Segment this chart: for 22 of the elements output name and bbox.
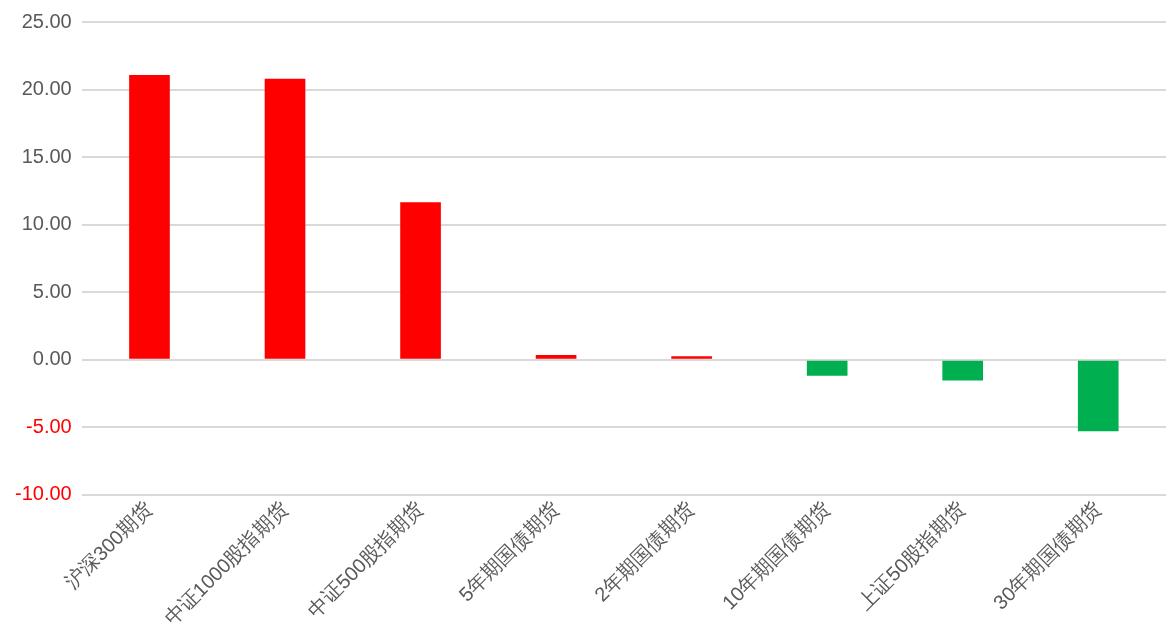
y-tick-label: 5.00 (32, 279, 72, 302)
y-tick-label: 25.00 (21, 9, 72, 32)
bar (1077, 360, 1119, 432)
x-tick-label: 2年期国债期货 (590, 497, 699, 606)
x-tick-label: 中证500股指期货 (303, 497, 428, 622)
bar (264, 78, 306, 359)
y-tick-label: 15.00 (21, 144, 72, 167)
bar (671, 356, 712, 359)
x-tick-label: 5年期国债期货 (454, 497, 563, 606)
x-tick-label: 上证50股指期货 (853, 497, 970, 614)
y-tick-label: 20.00 (21, 77, 72, 100)
y-tick-label: 0.00 (32, 347, 72, 370)
bar (400, 202, 441, 359)
bar (806, 360, 848, 376)
x-tick-label: 30年期国债期货 (988, 497, 1105, 614)
bar (535, 354, 577, 359)
x-tick-label: 10年期国债期货 (717, 497, 834, 614)
bar (129, 75, 170, 359)
y-tick-label: -10.00 (14, 482, 72, 505)
y-tick-label: -5.00 (26, 414, 72, 437)
bar (942, 360, 984, 381)
y-tick-label: 10.00 (21, 212, 72, 235)
